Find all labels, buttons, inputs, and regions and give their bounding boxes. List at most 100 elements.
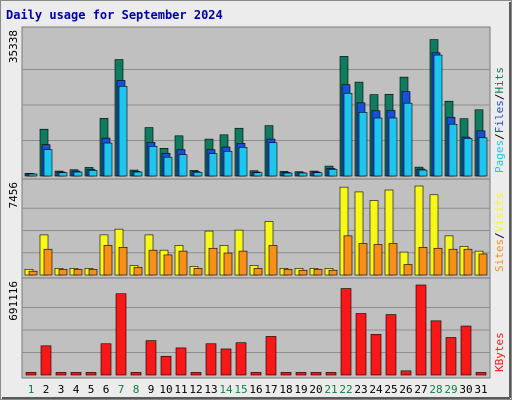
bar-pages <box>358 112 368 177</box>
y-max-label: 7456 <box>7 182 20 209</box>
bar-pages <box>478 137 488 177</box>
legend-visits: Visits <box>493 193 506 233</box>
kbytes-panel: 691116 KBytes <box>7 277 506 379</box>
legend-pages: Pages <box>493 140 506 173</box>
bar-pages <box>313 172 323 177</box>
bar-pages <box>283 172 293 177</box>
bar-pages <box>43 149 53 177</box>
bar-sites <box>28 270 38 276</box>
day-label: 28 <box>429 383 442 396</box>
day-label: 6 <box>103 383 110 396</box>
legend-separator: / <box>493 94 506 101</box>
bar-sites <box>478 253 488 276</box>
panel-legend: Sites/Visits <box>493 193 506 273</box>
bar-pages <box>163 156 173 177</box>
bar-pages <box>208 153 218 177</box>
bar-sites <box>358 243 368 276</box>
bar-kbytes <box>115 293 127 376</box>
day-label: 10 <box>159 383 172 396</box>
plot-area <box>21 277 491 379</box>
bar-sites <box>43 248 53 276</box>
bar-kbytes <box>340 288 352 376</box>
bar-pages <box>178 154 188 177</box>
bar-pages <box>463 138 473 177</box>
bar-pages <box>133 171 143 177</box>
legend-separator: / <box>493 133 506 140</box>
bar-kbytes <box>310 372 322 376</box>
bar-sites <box>118 247 128 276</box>
bar-kbytes <box>400 370 412 376</box>
bar-pages <box>103 142 113 177</box>
day-label: 27 <box>414 383 427 396</box>
bar-kbytes <box>220 348 232 376</box>
day-label: 29 <box>444 383 457 396</box>
bar-kbytes <box>190 372 202 376</box>
panel-legend: Pages/Files/Hits <box>493 67 506 173</box>
legend-sites: Sites <box>493 239 506 272</box>
day-label: 19 <box>294 383 307 396</box>
bar-kbytes <box>55 372 67 376</box>
day-label: 17 <box>264 383 277 396</box>
day-label: 23 <box>354 383 367 396</box>
bar-kbytes <box>415 284 427 376</box>
day-label: 22 <box>339 383 352 396</box>
day-label: 5 <box>88 383 95 396</box>
bar-sites <box>418 247 428 276</box>
day-label: 31 <box>474 383 487 396</box>
bar-sites <box>58 268 68 276</box>
bar-kbytes <box>370 334 382 376</box>
day-label: 2 <box>43 383 50 396</box>
bar-pages <box>193 172 203 177</box>
bar-sites <box>208 247 218 276</box>
bar-kbytes <box>445 337 457 376</box>
bar-pages <box>28 173 38 177</box>
bar-kbytes <box>325 372 337 376</box>
bar-sites <box>388 243 398 276</box>
bar-kbytes <box>475 372 487 376</box>
chart-panels: 35338Pages/Files/Hits7456Sites/Visits691… <box>7 26 506 379</box>
bar-sites <box>313 268 323 276</box>
bar-kbytes <box>355 313 367 376</box>
day-label: 16 <box>249 383 262 396</box>
bar-sites <box>328 269 338 276</box>
bar-kbytes <box>385 314 397 376</box>
bar-sites <box>238 250 248 276</box>
day-label: 1 <box>28 383 35 396</box>
bar-kbytes <box>280 372 292 376</box>
day-label: 13 <box>204 383 217 396</box>
visits-panel: 7456 Sites/Visits <box>7 178 506 279</box>
bar-kbytes <box>295 372 307 376</box>
day-label: 18 <box>279 383 292 396</box>
bar-sites <box>193 268 203 276</box>
day-label: 4 <box>73 383 80 396</box>
bar-kbytes <box>145 340 157 376</box>
bar-pages <box>328 169 338 177</box>
bar-kbytes <box>85 372 97 376</box>
day-label: 30 <box>459 383 472 396</box>
bar-pages <box>388 117 398 177</box>
bar-kbytes <box>40 345 52 376</box>
bar-sites <box>463 248 473 276</box>
bar-pages <box>253 172 263 177</box>
bar-kbytes <box>130 372 142 376</box>
bar-kbytes <box>460 325 472 376</box>
bar-pages <box>238 147 248 177</box>
y-max-label: 691116 <box>7 281 20 321</box>
bar-pages <box>448 123 458 177</box>
bar-sites <box>178 250 188 276</box>
day-label: 24 <box>369 383 383 396</box>
bar-sites <box>298 269 308 276</box>
bar-sites <box>268 245 278 276</box>
bar-pages <box>88 170 98 177</box>
bar-sites <box>448 248 458 276</box>
day-label: 20 <box>309 383 322 396</box>
bar-pages <box>373 117 383 177</box>
day-label: 11 <box>174 383 187 396</box>
bar-sites <box>283 268 293 276</box>
bar-kbytes <box>250 372 262 376</box>
day-axis: 1 2 3 4 5 6 7 8 9 10 11 12 13 14 15 16 17 18 19 20 21 22 23 24 2… <box>28 383 488 396</box>
bar-pages <box>73 171 83 177</box>
bar-sites <box>73 268 83 276</box>
bar-pages <box>418 169 428 177</box>
day-label: 21 <box>324 383 337 396</box>
